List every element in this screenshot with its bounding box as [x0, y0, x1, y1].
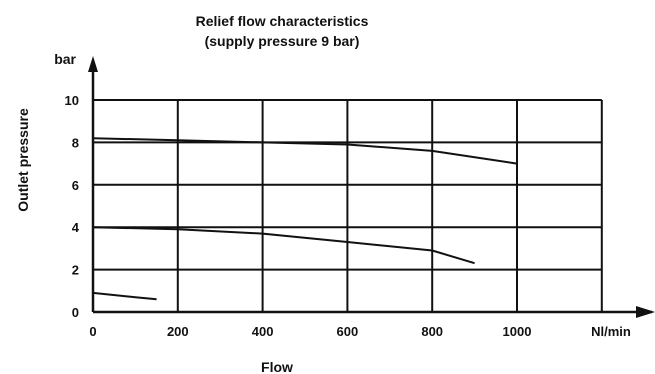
tick-labels: 0 2 4 6 8 10 0 200 400 600 800 1000 — [65, 93, 532, 339]
y-tick-label: 8 — [72, 135, 79, 150]
series-line-2 — [92, 226, 475, 265]
y-tick-label: 10 — [65, 93, 79, 108]
grid — [93, 99, 603, 312]
y-tick-label: 0 — [72, 305, 79, 320]
x-tick-label: 800 — [421, 324, 443, 339]
x-tick-label: 0 — [89, 324, 96, 339]
chart-subtitle: (supply pressure 9 bar) — [205, 33, 360, 49]
x-tick-label: 600 — [337, 324, 359, 339]
y-unit-label: bar — [54, 51, 76, 67]
y-tick-label: 6 — [72, 178, 79, 193]
y-tick-label: 4 — [72, 220, 80, 235]
x-axis-title: Flow — [261, 359, 293, 374]
chart-title: Relief flow characteristics — [196, 13, 369, 29]
y-axis-arrow — [88, 56, 98, 72]
series-lines — [92, 137, 518, 301]
y-axis-title: Outlet pressure — [15, 108, 31, 212]
x-unit-label: Nl/min — [591, 324, 631, 339]
axes — [88, 56, 655, 318]
y-tick-label: 2 — [72, 263, 79, 278]
series-line-3 — [92, 291, 157, 301]
x-axis-arrow — [636, 306, 655, 318]
x-tick-label: 1000 — [503, 324, 532, 339]
x-tick-label: 400 — [252, 324, 274, 339]
x-tick-label: 200 — [167, 324, 189, 339]
series-line-1 — [92, 137, 518, 165]
